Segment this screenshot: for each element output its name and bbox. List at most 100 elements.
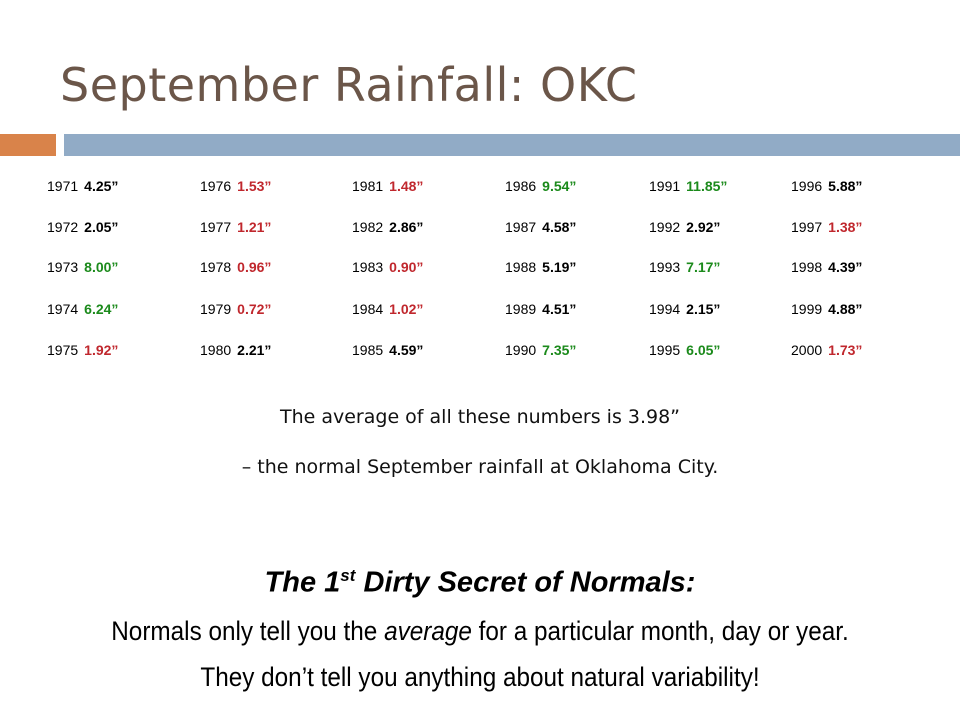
secret-line1-em: average [384,616,472,646]
rainfall-table: 1971 4.25” 1972 2.05” 1973 8.00” 1974 6.24” 1975… [47,178,862,358]
rainfall-value: 4.51” [542,301,577,317]
rainfall-entry: 1972 2.05” [47,219,118,235]
rainfall-value: 7.35” [542,342,577,358]
secret-line1-pre: Normals only tell you the [111,616,385,646]
year-label: 1976 [200,178,232,194]
rainfall-value: 5.19” [542,259,577,275]
rainfall-entry: 2000 1.73” [791,342,862,358]
secret-explanation-line1: Normals only tell you the average for a … [48,616,912,647]
secret-title-pre: The 1 [264,566,341,599]
rainfall-value: 0.72” [237,301,272,317]
rainfall-value: 1.02” [389,301,424,317]
year-label: 1974 [47,301,79,317]
rainfall-entry: 1990 7.35” [505,342,576,358]
rainfall-value: 2.05” [84,219,119,235]
year-label: 1979 [200,301,232,317]
year-label: 1994 [649,301,681,317]
rainfall-value: 1.53” [237,178,272,194]
rainfall-entry: 1971 4.25” [47,178,118,194]
rainfall-value: 2.15” [686,301,721,317]
slide-title: September Rainfall: OKC [60,58,638,112]
rainfall-value: 2.86” [389,219,424,235]
rainfall-entry: 1977 1.21” [200,219,271,235]
rainfall-entry: 1978 0.96” [200,259,271,275]
year-label: 1978 [200,259,232,275]
rainfall-entry: 1981 1.48” [352,178,423,194]
rainfall-entry: 1994 2.15” [649,301,720,317]
year-label: 1997 [791,219,823,235]
year-label: 1991 [649,178,681,194]
rainfall-entry: 1985 4.59” [352,342,423,358]
secret-title-post: Dirty Secret of Normals: [355,566,696,599]
rainfall-entry: 1982 2.86” [352,219,423,235]
rainfall-entry: 1995 6.05” [649,342,720,358]
rainfall-value: 4.39” [828,259,863,275]
year-label: 1989 [505,301,537,317]
year-label: 1975 [47,342,79,358]
year-label: 1987 [505,219,537,235]
year-label: 1996 [791,178,823,194]
rainfall-value: 2.92” [686,219,721,235]
rainfall-entry: 1999 4.88” [791,301,862,317]
rainfall-entry: 1991 11.85” [649,178,727,194]
year-label: 1999 [791,301,823,317]
dirty-secret-heading: The 1st Dirty Secret of Normals: [0,566,960,600]
rainfall-value: 11.85” [686,178,728,194]
rainfall-value: 4.88” [828,301,863,317]
accent-bar-orange [0,134,56,156]
year-label: 1988 [505,259,537,275]
rainfall-entry: 1974 6.24” [47,301,118,317]
rainfall-value: 4.58” [542,219,577,235]
rainfall-value: 4.25” [84,178,119,194]
year-label: 1984 [352,301,384,317]
rainfall-entry: 1997 1.38” [791,219,862,235]
year-label: 1993 [649,259,681,275]
rainfall-entry: 1993 7.17” [649,259,720,275]
year-label: 1980 [200,342,232,358]
rainfall-entry: 1986 9.54” [505,178,576,194]
secret-explanation-line2: They don’t tell you anything about natur… [200,662,760,692]
rainfall-value: 1.38” [828,219,863,235]
rainfall-value: 1.48” [389,178,424,194]
year-label: 1977 [200,219,232,235]
year-label: 1971 [47,178,79,194]
accent-bar-blue [64,134,960,156]
rainfall-entry: 1975 1.92” [47,342,118,358]
year-label: 1983 [352,259,384,275]
year-label: 1992 [649,219,681,235]
normal-definition: – the normal September rainfall at Oklah… [241,456,719,478]
year-label: 1990 [505,342,537,358]
rainfall-value: 2.21” [237,342,272,358]
year-label: 2000 [791,342,823,358]
rainfall-entry: 1984 1.02” [352,301,423,317]
rainfall-value: 6.24” [84,301,119,317]
secret-line1-post: for a particular month, day or year. [471,616,849,646]
year-label: 1995 [649,342,681,358]
rainfall-entry: 1979 0.72” [200,301,271,317]
year-label: 1972 [47,219,79,235]
year-label: 1973 [47,259,79,275]
secret-title-sup: st [340,566,356,585]
rainfall-entry: 1973 8.00” [47,259,118,275]
year-label: 1998 [791,259,823,275]
rainfall-entry: 1988 5.19” [505,259,576,275]
rainfall-entry: 1989 4.51” [505,301,576,317]
year-label: 1986 [505,178,537,194]
year-label: 1982 [352,219,384,235]
average-statement: The average of all these numbers is 3.98… [279,406,681,428]
rainfall-value: 1.21” [237,219,272,235]
rainfall-value: 9.54” [542,178,577,194]
rainfall-value: 0.90” [389,259,424,275]
rainfall-value: 4.59” [389,342,424,358]
rainfall-entry: 1983 0.90” [352,259,423,275]
rainfall-value: 6.05” [686,342,721,358]
rainfall-value: 0.96” [237,259,272,275]
rainfall-entry: 1992 2.92” [649,219,720,235]
rainfall-value: 8.00” [84,259,119,275]
rainfall-entry: 1976 1.53” [200,178,271,194]
year-label: 1981 [352,178,384,194]
rainfall-entry: 1987 4.58” [505,219,576,235]
rainfall-value: 1.73” [828,342,863,358]
rainfall-entry: 1998 4.39” [791,259,862,275]
rainfall-entry: 1980 2.21” [200,342,271,358]
